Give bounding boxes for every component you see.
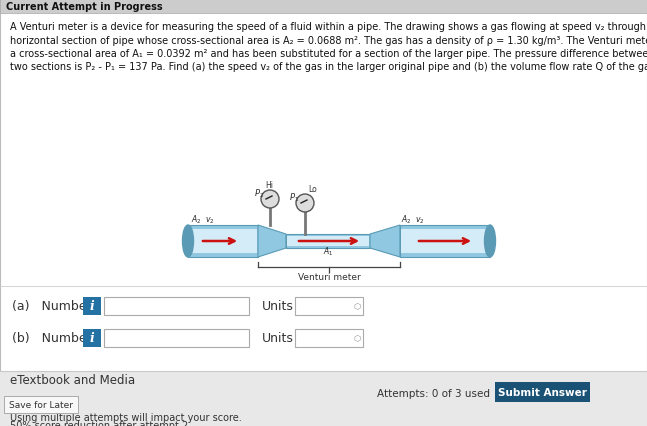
Text: $P_1$: $P_1$ — [289, 192, 299, 204]
Text: $A_2$: $A_2$ — [191, 213, 201, 226]
FancyBboxPatch shape — [0, 0, 647, 14]
Text: ⬡: ⬡ — [353, 302, 360, 311]
FancyBboxPatch shape — [295, 329, 363, 347]
Text: Units: Units — [262, 332, 294, 345]
Polygon shape — [258, 225, 286, 257]
Text: (a)   Number: (a) Number — [12, 300, 92, 313]
FancyBboxPatch shape — [495, 382, 590, 402]
FancyBboxPatch shape — [104, 297, 249, 315]
Text: Units: Units — [262, 300, 294, 313]
FancyBboxPatch shape — [83, 329, 101, 347]
Text: ⬡: ⬡ — [353, 334, 360, 343]
FancyBboxPatch shape — [295, 297, 363, 315]
Text: i: i — [90, 300, 94, 313]
Text: $A_2$: $A_2$ — [400, 213, 411, 226]
Text: Submit Answer: Submit Answer — [498, 387, 586, 397]
Text: $A_1$: $A_1$ — [323, 245, 333, 257]
FancyBboxPatch shape — [104, 329, 249, 347]
FancyBboxPatch shape — [83, 297, 101, 315]
FancyBboxPatch shape — [287, 236, 369, 246]
Text: (b)   Number: (b) Number — [12, 332, 92, 345]
FancyBboxPatch shape — [4, 396, 78, 413]
Circle shape — [261, 190, 279, 208]
FancyBboxPatch shape — [188, 225, 258, 257]
Text: Save for Later: Save for Later — [9, 400, 73, 409]
Circle shape — [296, 195, 314, 213]
Ellipse shape — [485, 225, 496, 257]
FancyBboxPatch shape — [0, 0, 647, 371]
Text: A Venturi meter is a device for measuring the speed of a fluid within a pipe. Th: A Venturi meter is a device for measurin… — [10, 22, 647, 32]
FancyBboxPatch shape — [189, 230, 257, 253]
Text: $v_2$: $v_2$ — [415, 216, 424, 226]
FancyBboxPatch shape — [286, 234, 370, 248]
FancyBboxPatch shape — [400, 225, 490, 257]
Text: Venturi meter: Venturi meter — [298, 272, 360, 281]
Text: Lo: Lo — [309, 184, 318, 193]
Text: Hi: Hi — [265, 181, 273, 190]
Text: i: i — [90, 332, 94, 345]
Text: two sections is P₂ - P₁ = 137 Pa. Find (a) the speed v₂ of the gas in the larger: two sections is P₂ - P₁ = 137 Pa. Find (… — [10, 62, 647, 72]
Text: 50% score reduction after attempt 2: 50% score reduction after attempt 2 — [10, 420, 188, 426]
Text: a cross-sectional area of A₁ = 0.0392 m² and has been substituted for a section : a cross-sectional area of A₁ = 0.0392 m²… — [10, 49, 647, 59]
Text: Current Attempt in Progress: Current Attempt in Progress — [6, 2, 162, 12]
Text: Attempts: 0 of 3 used: Attempts: 0 of 3 used — [377, 388, 490, 398]
Text: Using multiple attempts will impact your score.: Using multiple attempts will impact your… — [10, 412, 242, 422]
FancyBboxPatch shape — [401, 230, 489, 253]
Text: horizontal section of pipe whose cross-sectional area is A₂ = 0.0688 m². The gas: horizontal section of pipe whose cross-s… — [10, 35, 647, 46]
Text: eTextbook and Media: eTextbook and Media — [10, 374, 135, 386]
Text: $P_2$: $P_2$ — [254, 187, 264, 200]
Text: $v_2$: $v_2$ — [205, 216, 215, 226]
Ellipse shape — [182, 225, 193, 257]
Polygon shape — [370, 225, 400, 257]
